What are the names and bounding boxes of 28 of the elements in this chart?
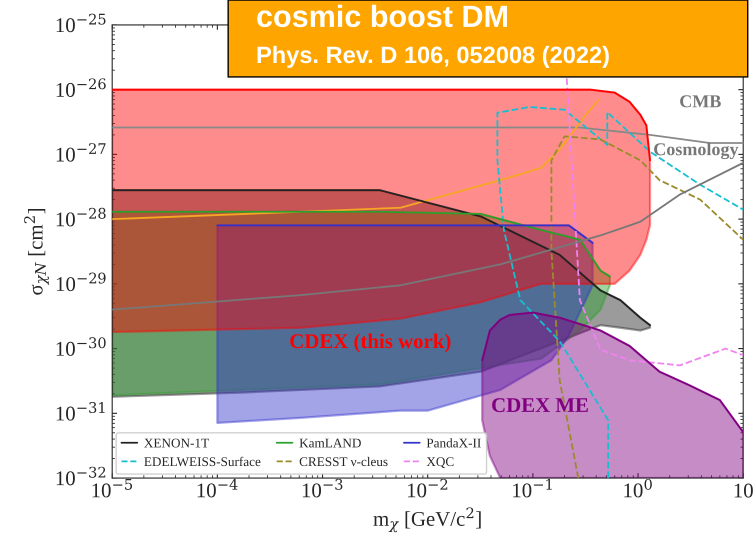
text: Phys. Rev. D 106, 052008 (2022) — [258, 46, 609, 68]
chart-title: cosmic boost DM — [257, 4, 507, 28]
legend-label: XQC — [426, 457, 454, 468]
y-tick-label: 10$^{−25}$ — [56, 14, 106, 32]
x-tick-label: 10 — [734, 484, 753, 498]
annotation: CDEX (this work) — [290, 334, 450, 352]
x-tick-label: 10$^{−2}$ — [408, 478, 448, 498]
y-tick-label: 10$^{−28}$ — [56, 208, 106, 226]
x-tick-label: 10$^{0}$ — [624, 478, 652, 498]
x-tick-label: 10$^{−3}$ — [302, 478, 342, 498]
annotation: CDEX ME — [492, 398, 588, 412]
x-tick-label: 10$^{−5}$ — [92, 479, 132, 498]
x-tick-label: 10$^{−4}$ — [198, 478, 238, 498]
legend-label: CRESST ν-cleus — [300, 456, 388, 466]
y-tick-label: 10$^{−30}$ — [56, 337, 106, 356]
annotation: Cosmology — [654, 142, 738, 160]
legend-label: XENON-1T — [144, 438, 209, 448]
x-axis-title: m$_{χ}$ [GeV/c$^{2}$] — [373, 507, 481, 532]
y-tick-label: 10$^{−31}$ — [56, 402, 105, 421]
x-tick-label: 10$^{−1}$ — [513, 478, 552, 498]
y-tick-label: 10$^{−29}$ — [56, 272, 106, 292]
legend-label: KamLAND — [300, 438, 361, 448]
y-tick-label: 10$^{−26}$ — [56, 78, 106, 97]
legend-label: PandaX-II — [426, 438, 481, 448]
y-axis-title: σ$_{χN}$ [cm$^{2}$] — [24, 208, 49, 295]
legend-label: EDELWEISS-Surface — [144, 456, 260, 466]
y-tick-label: 10$^{−27}$ — [56, 143, 106, 162]
annotation: CMB — [680, 95, 721, 108]
